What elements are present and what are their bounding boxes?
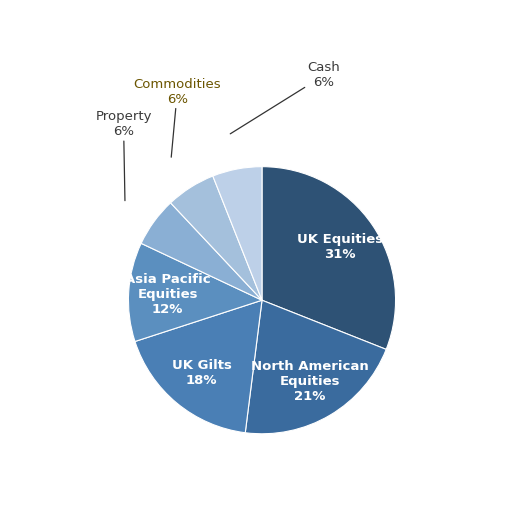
Text: UK Equities
31%: UK Equities 31% [297,233,383,261]
Wedge shape [245,300,386,434]
Wedge shape [128,243,262,342]
Text: Cash
6%: Cash 6% [230,61,340,134]
Wedge shape [213,167,262,300]
Text: Asia Pacific
Equities
12%: Asia Pacific Equities 12% [125,273,211,316]
Wedge shape [262,167,396,349]
Text: North American
Equities
21%: North American Equities 21% [251,360,369,403]
Text: UK Gilts
18%: UK Gilts 18% [172,359,232,387]
Text: Property
6%: Property 6% [95,111,152,201]
Wedge shape [171,176,262,300]
Text: Commodities
6%: Commodities 6% [134,78,221,157]
Wedge shape [135,300,262,433]
Wedge shape [141,203,262,300]
